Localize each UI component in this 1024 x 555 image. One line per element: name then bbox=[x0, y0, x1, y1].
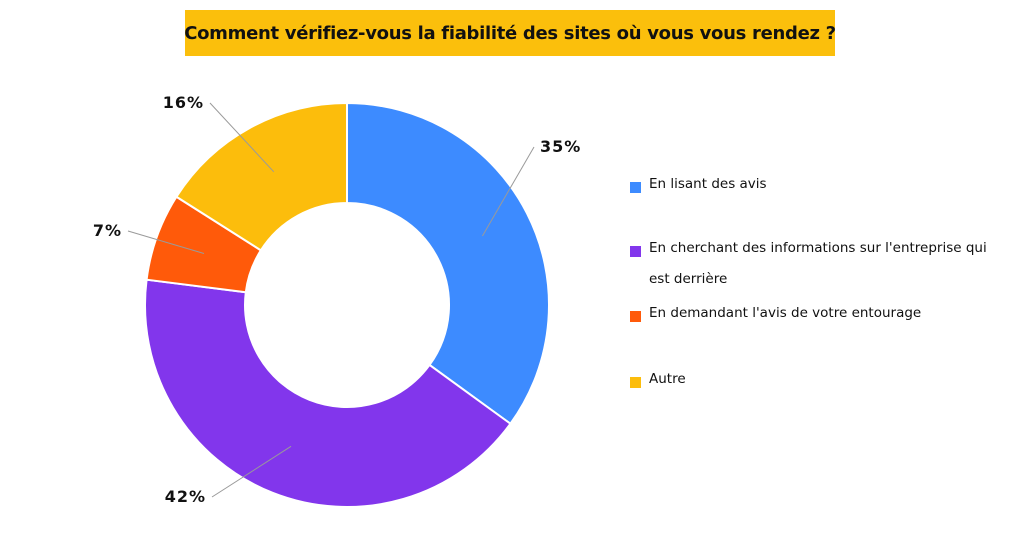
leader-line-4 bbox=[209, 102, 275, 173]
legend-item-2: En cherchant des informations sur l'entr… bbox=[630, 240, 1020, 295]
percent-label-2: 42% bbox=[165, 487, 206, 506]
chart-title: Comment vérifiez-vous la fiabilité des s… bbox=[184, 22, 836, 44]
legend-label: En lisant des avis bbox=[649, 176, 767, 192]
percent-label-3: 7% bbox=[93, 221, 122, 240]
legend-swatch bbox=[630, 246, 641, 257]
legend-item-3: En demandant l'avis de votre entourage bbox=[630, 305, 1020, 329]
percent-label-1: 35% bbox=[540, 137, 581, 156]
legend-swatch bbox=[630, 182, 641, 193]
leader-lines bbox=[127, 102, 535, 498]
legend-label: En cherchant des informations sur l'entr… bbox=[649, 240, 987, 287]
legend-label: Autre bbox=[649, 371, 686, 387]
chart-title-banner: Comment vérifiez-vous la fiabilité des s… bbox=[184, 10, 836, 56]
donut-slice-4 bbox=[175, 101, 348, 252]
leader-line-2 bbox=[211, 445, 292, 498]
percent-labels: 35% 42% 7% 16% bbox=[93, 93, 581, 506]
legend-label: En demandant l'avis de votre entourage bbox=[649, 305, 922, 321]
legend-item-4: Autre bbox=[630, 371, 1020, 395]
leader-line-3 bbox=[127, 230, 205, 254]
donut-slice-2 bbox=[144, 278, 512, 508]
leader-line-1 bbox=[482, 146, 535, 237]
legend-swatch bbox=[630, 377, 641, 388]
donut-slice-1 bbox=[346, 101, 550, 426]
percent-label-4: 16% bbox=[163, 93, 204, 112]
donut-slices bbox=[144, 101, 550, 508]
legend-item-1: En lisant des avis bbox=[630, 176, 1020, 200]
legend-swatch bbox=[630, 311, 641, 322]
